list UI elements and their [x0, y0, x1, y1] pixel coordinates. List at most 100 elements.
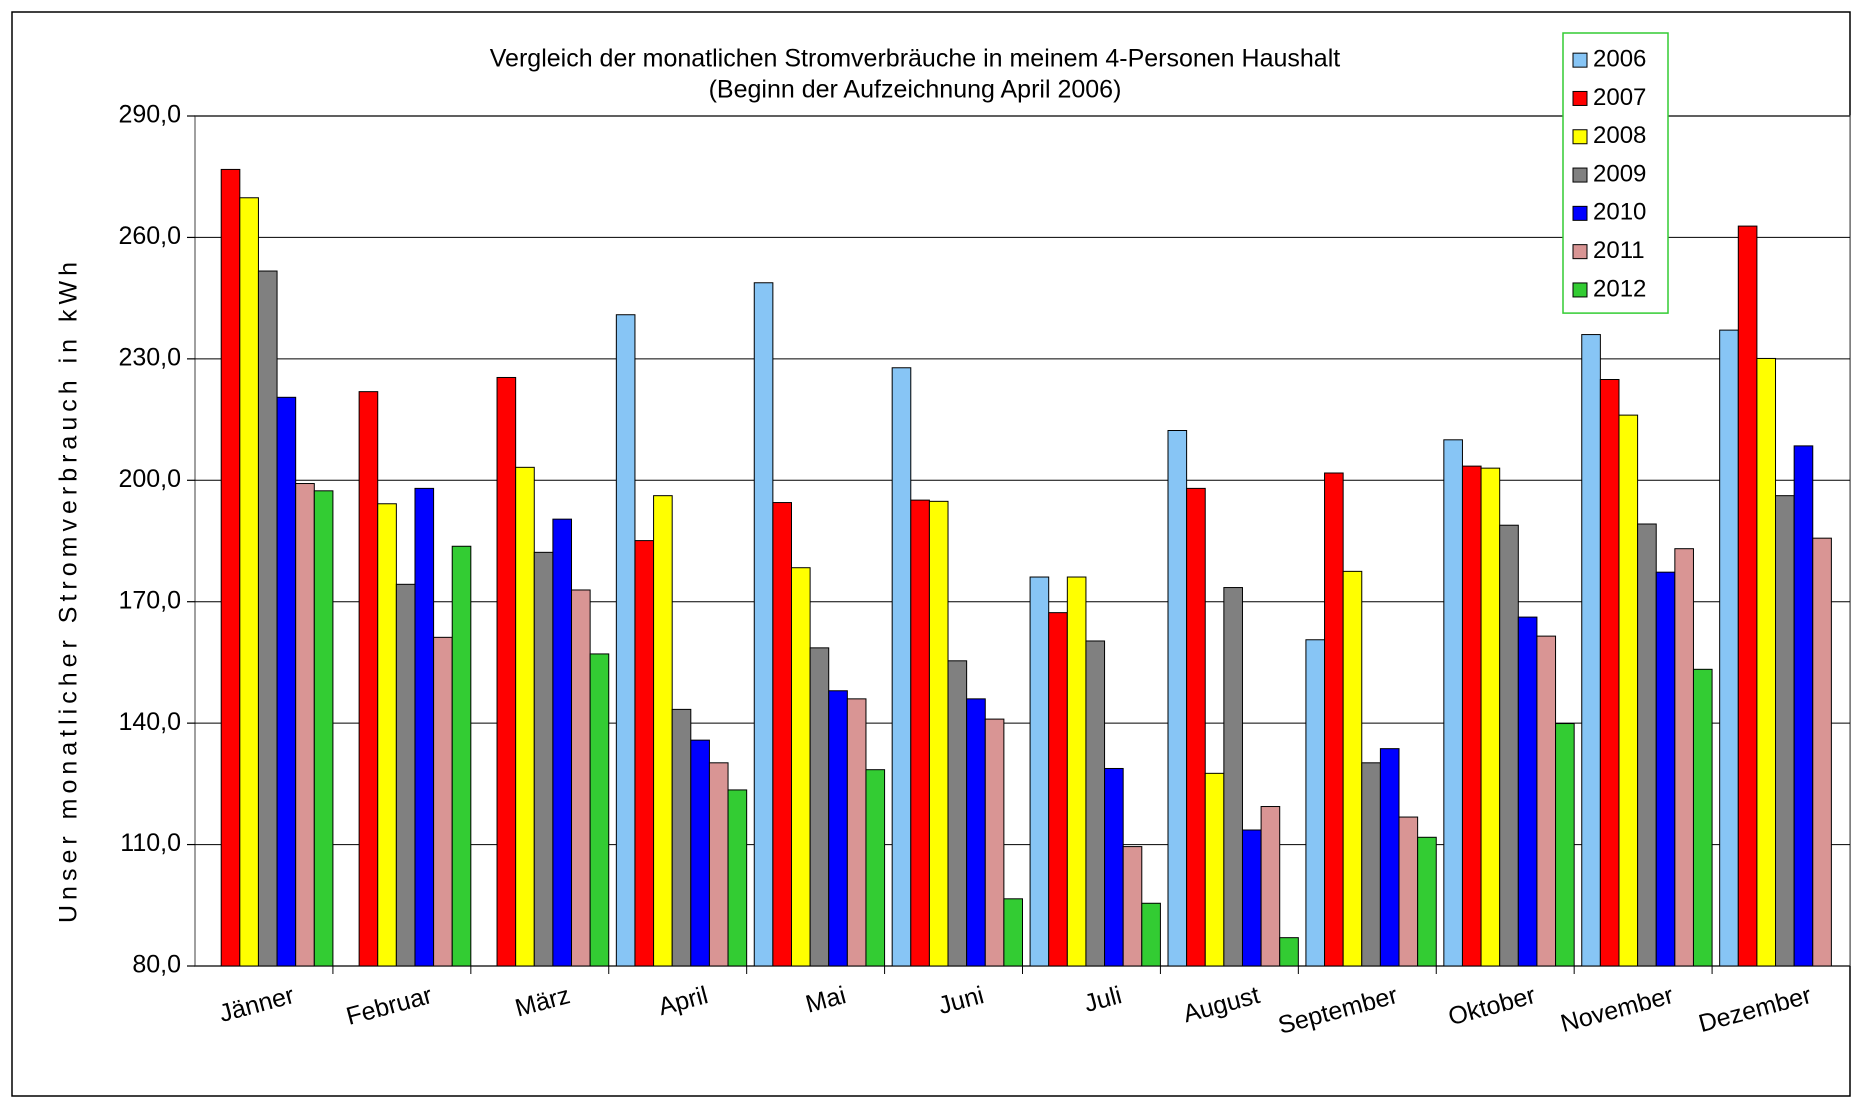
y-tick-label: 170,0	[118, 586, 181, 614]
bar	[846, 698, 867, 967]
y-tick-label: 80,0	[132, 951, 181, 979]
bar	[1417, 836, 1437, 967]
bar	[1085, 640, 1106, 967]
bar	[1324, 472, 1344, 967]
y-tick-label: 200,0	[118, 465, 181, 493]
bar	[257, 270, 278, 967]
legend-swatch	[1572, 129, 1588, 145]
bar	[634, 540, 655, 967]
bar	[1536, 635, 1557, 967]
bar	[1204, 772, 1225, 967]
bar	[1398, 816, 1419, 967]
bar	[615, 314, 636, 967]
bar	[1379, 748, 1400, 967]
bar	[1167, 430, 1188, 967]
legend-swatch	[1572, 167, 1588, 183]
bar	[1517, 616, 1538, 967]
legend-label: 2012	[1593, 275, 1646, 302]
bar	[1361, 762, 1381, 967]
bar	[1461, 465, 1482, 967]
bar	[828, 690, 848, 967]
y-tick-label: 140,0	[118, 708, 181, 736]
bar	[1674, 548, 1694, 967]
bar	[753, 282, 774, 967]
bar	[533, 551, 554, 967]
bar	[1241, 829, 1262, 967]
bar	[1775, 495, 1795, 967]
bar	[1812, 537, 1832, 967]
bar	[1692, 668, 1713, 967]
bar	[1555, 723, 1575, 967]
bar	[1756, 357, 1777, 967]
bar	[1279, 937, 1299, 967]
bar	[295, 483, 315, 967]
bar	[865, 769, 886, 967]
bar	[414, 487, 435, 967]
bar	[276, 396, 297, 967]
chart-subtitle: (Beginn der Aufzeichnung April 2006)	[709, 76, 1122, 104]
bar	[1599, 379, 1620, 967]
bar	[1186, 487, 1206, 967]
bar	[220, 168, 241, 967]
bar	[515, 466, 535, 967]
bar	[395, 583, 416, 967]
bar	[947, 660, 968, 967]
bar	[589, 653, 610, 967]
bar	[1104, 767, 1124, 967]
bar	[1655, 571, 1676, 967]
legend-label: 2011	[1593, 237, 1645, 264]
bar	[1066, 576, 1087, 967]
legend-label: 2006	[1593, 45, 1646, 72]
y-tick-label: 230,0	[118, 343, 181, 371]
y-axis-label: Unser monatlicher Stromverbrauch in kWh	[55, 257, 83, 923]
bar	[1029, 576, 1050, 967]
bar	[790, 567, 811, 967]
bar	[1443, 439, 1463, 967]
bar	[928, 500, 949, 967]
bar	[451, 545, 472, 967]
legend-label: 2007	[1593, 84, 1646, 111]
bar	[552, 518, 573, 967]
y-tick-label: 110,0	[120, 829, 181, 857]
bar	[966, 698, 986, 967]
bar	[708, 762, 729, 967]
legend-label: 2010	[1593, 199, 1646, 226]
legend-label: 2008	[1593, 122, 1646, 149]
bar	[1480, 467, 1501, 967]
bar	[653, 495, 673, 967]
bar	[1618, 414, 1639, 967]
legend-swatch	[1572, 205, 1588, 221]
bar	[377, 503, 397, 967]
bar	[239, 197, 259, 967]
bar	[1499, 524, 1519, 967]
bar	[1141, 902, 1161, 967]
bar	[1260, 806, 1281, 967]
bar	[496, 376, 517, 967]
bar	[571, 589, 591, 967]
bar	[1122, 846, 1143, 967]
legend-swatch	[1572, 90, 1588, 106]
bar	[1637, 523, 1657, 967]
bar	[984, 718, 1005, 967]
bar	[1793, 445, 1814, 967]
bar	[671, 708, 692, 967]
bar	[1003, 898, 1023, 967]
bar	[690, 739, 710, 967]
legend-label: 2009	[1593, 160, 1646, 187]
bar	[1581, 334, 1601, 967]
bar	[1719, 329, 1739, 967]
y-tick-label: 260,0	[118, 222, 181, 250]
bar	[433, 636, 453, 967]
bar	[1048, 612, 1068, 967]
bar	[772, 502, 792, 967]
y-tick-label: 290,0	[118, 101, 181, 129]
bar	[891, 367, 912, 967]
bar	[809, 647, 830, 967]
bar	[1305, 639, 1326, 967]
legend-swatch	[1572, 244, 1588, 260]
bar	[1737, 225, 1758, 967]
chart-title: Vergleich der monatlichen Stromverbräuch…	[490, 45, 1340, 73]
bar	[727, 789, 748, 967]
